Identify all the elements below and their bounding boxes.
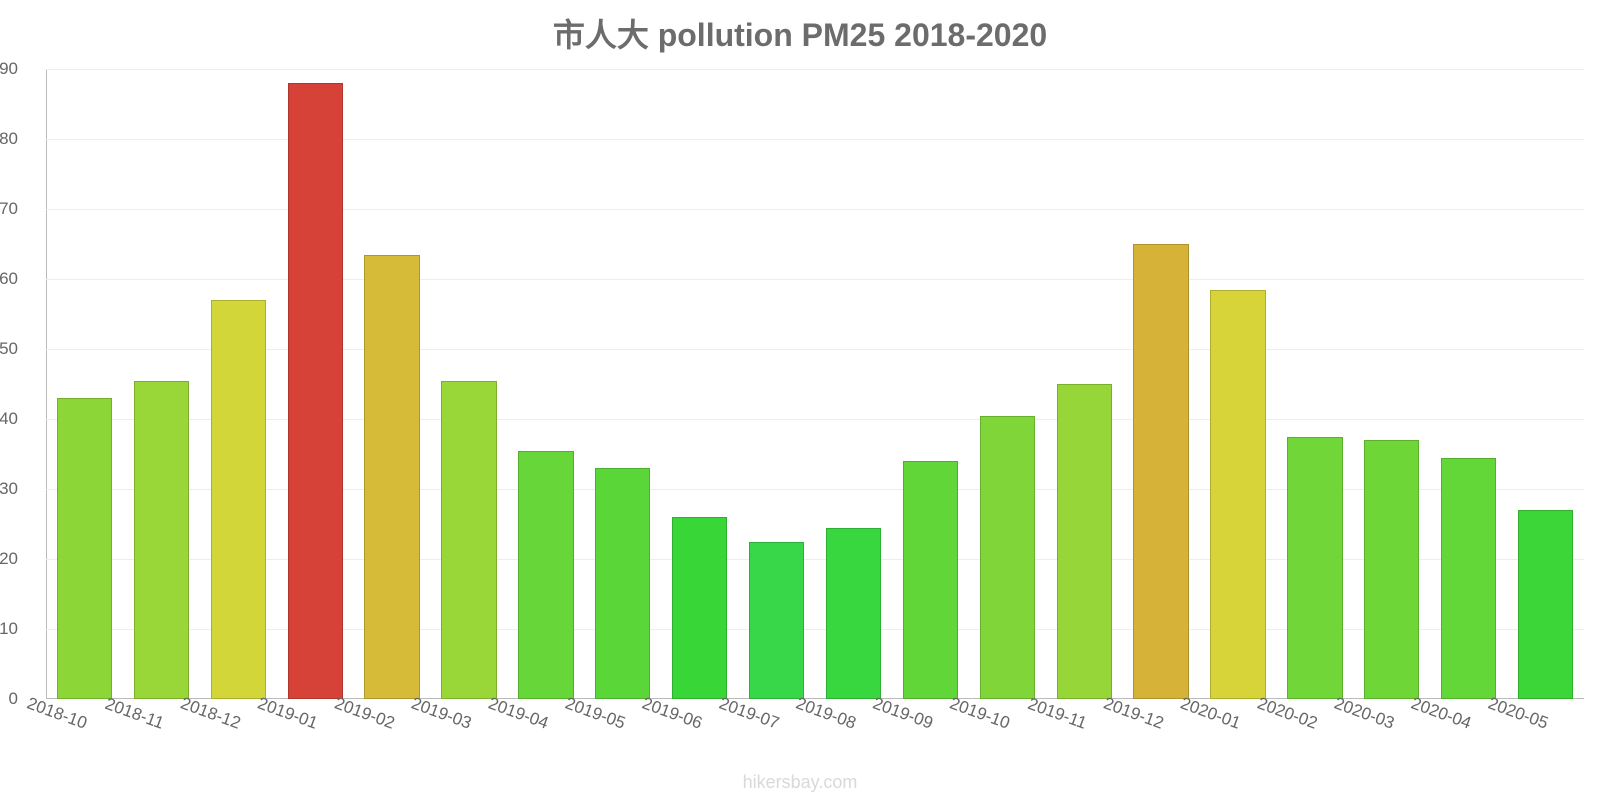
svg-text:2018-10: 2018-10 [25, 694, 90, 733]
svg-text:2020-04: 2020-04 [1409, 694, 1474, 733]
svg-text:2020-01: 2020-01 [1178, 694, 1243, 733]
svg-text:2019-02: 2019-02 [332, 694, 397, 733]
svg-text:2019-08: 2019-08 [794, 694, 859, 733]
svg-text:2018-11: 2018-11 [103, 694, 167, 733]
svg-text:2019-01: 2019-01 [255, 694, 320, 733]
svg-text:2020-05: 2020-05 [1486, 694, 1551, 733]
svg-text:2020-02: 2020-02 [1255, 694, 1320, 733]
svg-text:2018-12: 2018-12 [178, 694, 243, 733]
svg-text:2019-03: 2019-03 [409, 694, 474, 733]
svg-text:2019-04: 2019-04 [486, 694, 551, 733]
svg-text:2019-09: 2019-09 [870, 694, 935, 733]
svg-text:2019-12: 2019-12 [1101, 694, 1166, 733]
svg-text:2019-11: 2019-11 [1025, 694, 1089, 733]
svg-text:2019-07: 2019-07 [717, 694, 782, 733]
svg-text:2019-05: 2019-05 [563, 694, 628, 733]
svg-text:2019-10: 2019-10 [947, 694, 1012, 733]
svg-text:2019-06: 2019-06 [640, 694, 705, 733]
svg-text:2020-03: 2020-03 [1332, 694, 1397, 733]
